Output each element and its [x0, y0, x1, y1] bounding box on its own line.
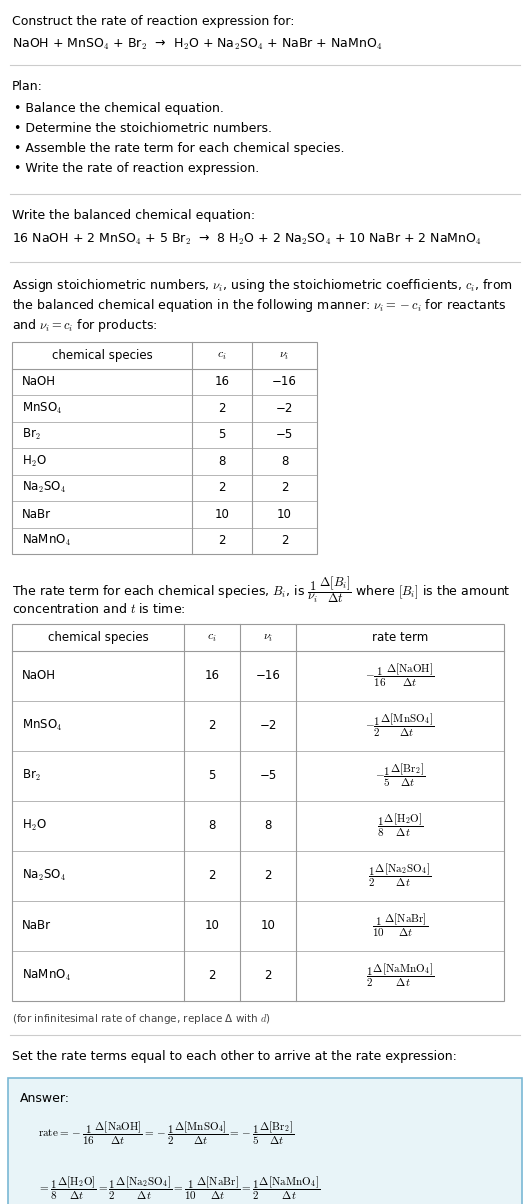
Text: −16: −16 — [255, 669, 280, 681]
Text: −2: −2 — [276, 402, 293, 414]
Text: Na$_2$SO$_4$: Na$_2$SO$_4$ — [22, 868, 66, 883]
Text: Assign stoichiometric numbers, $\nu_i$, using the stoichiometric coefficients, $: Assign stoichiometric numbers, $\nu_i$, … — [12, 277, 513, 294]
Text: NaMnO$_4$: NaMnO$_4$ — [22, 533, 71, 548]
Text: rate term: rate term — [372, 631, 428, 644]
Text: 2: 2 — [281, 535, 288, 548]
Text: MnSO$_4$: MnSO$_4$ — [22, 718, 63, 733]
Text: 2: 2 — [218, 402, 226, 414]
Text: NaMnO$_4$: NaMnO$_4$ — [22, 968, 71, 982]
Text: NaOH + MnSO$_4$ + Br$_2$  →  H$_2$O + Na$_2$SO$_4$ + NaBr + NaMnO$_4$: NaOH + MnSO$_4$ + Br$_2$ → H$_2$O + Na$_… — [12, 37, 383, 52]
Text: Plan:: Plan: — [12, 79, 43, 93]
Bar — [12, 342, 317, 554]
Text: 2: 2 — [264, 969, 272, 982]
Text: $\dfrac{1}{2}\dfrac{\Delta[\mathrm{Na_2SO_4}]}{\Delta t}$: $\dfrac{1}{2}\dfrac{\Delta[\mathrm{Na_2S… — [368, 862, 431, 890]
Text: 16: 16 — [205, 669, 219, 681]
Text: 16 NaOH + 2 MnSO$_4$ + 5 Br$_2$  →  8 H$_2$O + 2 Na$_2$SO$_4$ + 10 NaBr + 2 NaMn: 16 NaOH + 2 MnSO$_4$ + 5 Br$_2$ → 8 H$_2… — [12, 232, 482, 247]
Text: Answer:: Answer: — [20, 1092, 70, 1104]
Text: 5: 5 — [208, 769, 216, 783]
Text: 2: 2 — [208, 719, 216, 732]
Text: 8: 8 — [208, 819, 216, 832]
Text: $\dfrac{1}{10}\dfrac{\Delta[\mathrm{NaBr}]}{\Delta t}$: $\dfrac{1}{10}\dfrac{\Delta[\mathrm{NaBr… — [372, 911, 428, 939]
Text: $-\dfrac{1}{2}\dfrac{\Delta[\mathrm{MnSO_4}]}{\Delta t}$: $-\dfrac{1}{2}\dfrac{\Delta[\mathrm{MnSO… — [365, 712, 435, 739]
Text: chemical species: chemical species — [51, 349, 153, 361]
Text: Write the balanced chemical equation:: Write the balanced chemical equation: — [12, 209, 255, 222]
Bar — [12, 624, 504, 1001]
Text: 2: 2 — [264, 869, 272, 883]
Text: $\mathrm{rate} = -\dfrac{1}{16}\dfrac{\Delta[\mathrm{NaOH}]}{\Delta t} = -\dfrac: $\mathrm{rate} = -\dfrac{1}{16}\dfrac{\D… — [38, 1120, 294, 1147]
Text: • Assemble the rate term for each chemical species.: • Assemble the rate term for each chemic… — [14, 142, 344, 155]
Text: • Determine the stoichiometric numbers.: • Determine the stoichiometric numbers. — [14, 122, 272, 135]
Text: Na$_2$SO$_4$: Na$_2$SO$_4$ — [22, 480, 66, 495]
Text: (for infinitesimal rate of change, replace Δ with $d$): (for infinitesimal rate of change, repla… — [12, 1013, 271, 1027]
Text: −5: −5 — [276, 429, 293, 441]
Text: NaBr: NaBr — [22, 919, 51, 932]
Text: 5: 5 — [218, 429, 226, 441]
Text: 10: 10 — [215, 508, 229, 521]
Text: 2: 2 — [218, 535, 226, 548]
Text: 8: 8 — [281, 455, 288, 467]
Text: −2: −2 — [259, 719, 277, 732]
Text: $\nu_i$: $\nu_i$ — [263, 631, 273, 644]
Text: and $\nu_i = c_i$ for products:: and $\nu_i = c_i$ for products: — [12, 317, 157, 334]
Text: −5: −5 — [259, 769, 277, 783]
Text: chemical species: chemical species — [48, 631, 148, 644]
Text: Br$_2$: Br$_2$ — [22, 768, 41, 783]
Text: 16: 16 — [215, 376, 229, 388]
Text: 8: 8 — [264, 819, 272, 832]
Text: concentration and $t$ is time:: concentration and $t$ is time: — [12, 602, 185, 616]
Text: NaOH: NaOH — [22, 376, 56, 388]
Text: $c_i$: $c_i$ — [217, 349, 227, 361]
Text: Construct the rate of reaction expression for:: Construct the rate of reaction expressio… — [12, 14, 295, 28]
Text: 10: 10 — [277, 508, 292, 521]
Text: • Write the rate of reaction expression.: • Write the rate of reaction expression. — [14, 163, 259, 175]
Text: The rate term for each chemical species, $B_i$, is $\dfrac{1}{\nu_i}\dfrac{\Delt: The rate term for each chemical species,… — [12, 574, 510, 604]
FancyBboxPatch shape — [8, 1078, 522, 1204]
Text: 2: 2 — [208, 969, 216, 982]
Text: NaOH: NaOH — [22, 669, 56, 681]
Text: MnSO$_4$: MnSO$_4$ — [22, 401, 63, 415]
Text: the balanced chemical equation in the following manner: $\nu_i = -c_i$ for react: the balanced chemical equation in the fo… — [12, 297, 507, 314]
Text: H$_2$O: H$_2$O — [22, 818, 47, 833]
Text: • Balance the chemical equation.: • Balance the chemical equation. — [14, 102, 224, 116]
Text: 2: 2 — [218, 482, 226, 495]
Text: NaBr: NaBr — [22, 508, 51, 521]
Text: $\dfrac{1}{8}\dfrac{\Delta[\mathrm{H_2O}]}{\Delta t}$: $\dfrac{1}{8}\dfrac{\Delta[\mathrm{H_2O}… — [377, 811, 423, 839]
Text: $= \dfrac{1}{8}\dfrac{\Delta[\mathrm{H_2O}]}{\Delta t} = \dfrac{1}{2}\dfrac{\Del: $= \dfrac{1}{8}\dfrac{\Delta[\mathrm{H_2… — [38, 1174, 320, 1202]
Text: 8: 8 — [218, 455, 226, 467]
Text: 2: 2 — [281, 482, 288, 495]
Text: $-\dfrac{1}{16}\dfrac{\Delta[\mathrm{NaOH}]}{\Delta t}$: $-\dfrac{1}{16}\dfrac{\Delta[\mathrm{NaO… — [365, 662, 435, 689]
Text: 10: 10 — [261, 919, 276, 932]
Text: $\nu_i$: $\nu_i$ — [279, 349, 289, 361]
Text: $-\dfrac{1}{5}\dfrac{\Delta[\mathrm{Br_2}]}{\Delta t}$: $-\dfrac{1}{5}\dfrac{\Delta[\mathrm{Br_2… — [375, 762, 425, 790]
Text: H$_2$O: H$_2$O — [22, 454, 47, 468]
Text: 2: 2 — [208, 869, 216, 883]
Text: Br$_2$: Br$_2$ — [22, 427, 41, 442]
Text: $\dfrac{1}{2}\dfrac{\Delta[\mathrm{NaMnO_4}]}{\Delta t}$: $\dfrac{1}{2}\dfrac{\Delta[\mathrm{NaMnO… — [366, 962, 434, 990]
Text: $c_i$: $c_i$ — [207, 631, 217, 644]
Text: 10: 10 — [205, 919, 219, 932]
Text: Set the rate terms equal to each other to arrive at the rate expression:: Set the rate terms equal to each other t… — [12, 1050, 457, 1062]
Text: −16: −16 — [272, 376, 297, 388]
